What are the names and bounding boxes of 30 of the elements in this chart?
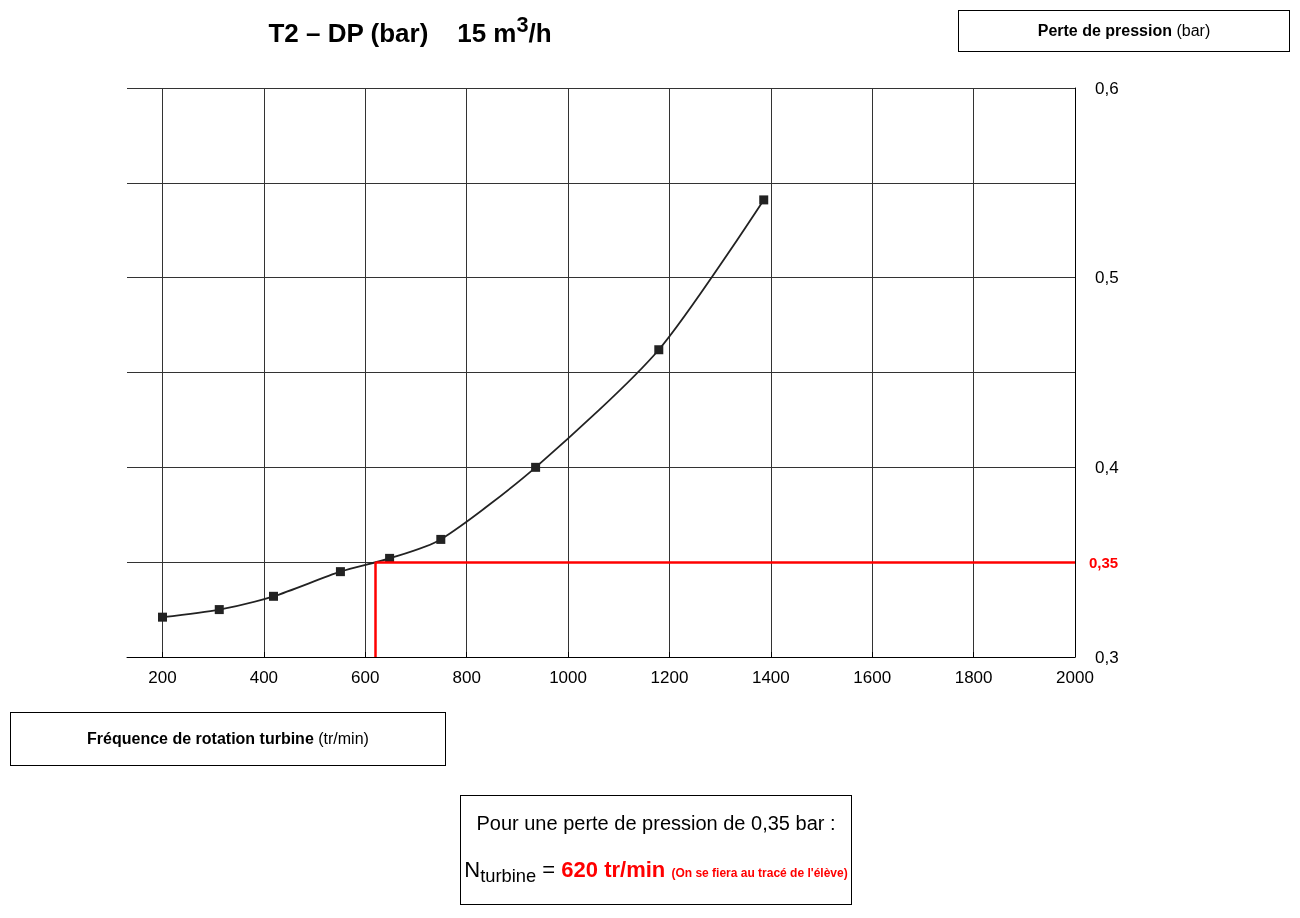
point	[269, 591, 279, 601]
text: 620 tr/min	[561, 857, 666, 883]
point	[759, 195, 769, 205]
ref-line-label: 0,35	[1089, 553, 1119, 571]
y-tick-label: 0,3	[1095, 647, 1119, 667]
point	[214, 605, 224, 615]
x-tick-label: 1400	[751, 668, 790, 687]
x-tick-label: 600	[351, 668, 380, 687]
text: Pour une perte de pression de 0,35 bar :	[476, 812, 836, 836]
point	[654, 345, 664, 355]
y-tick-label: 0,5	[1095, 268, 1119, 288]
text: N$_{turbine}$ =	[464, 857, 556, 887]
x-tick-label: 1000	[549, 668, 587, 687]
x-axis-title: Fréquence de rotation turbine (tr/min)	[10, 712, 446, 766]
y-tick-label: 0,4	[1095, 457, 1119, 477]
x-tick-label: 400	[249, 668, 279, 687]
text: (On se fiera au tracé de l'élève)	[671, 866, 848, 881]
x-tick-label: 1600	[853, 668, 892, 687]
point	[436, 534, 446, 544]
point	[531, 462, 541, 472]
x-tick-label: 800	[452, 668, 481, 687]
chart-title: T2 – DP (bar) 15 m$^{3}$/h	[267, 12, 553, 49]
x-tick-label: 1800	[954, 668, 993, 687]
point	[157, 612, 167, 622]
y-tick-label: 0,6	[1095, 78, 1119, 98]
y-axis-title: Perte de pression (bar)	[958, 10, 1290, 52]
x-tick-label: 200	[148, 668, 177, 687]
point	[335, 567, 345, 577]
x-tick-label: 1200	[650, 668, 689, 687]
x-tick-label: 2000	[1056, 668, 1094, 687]
